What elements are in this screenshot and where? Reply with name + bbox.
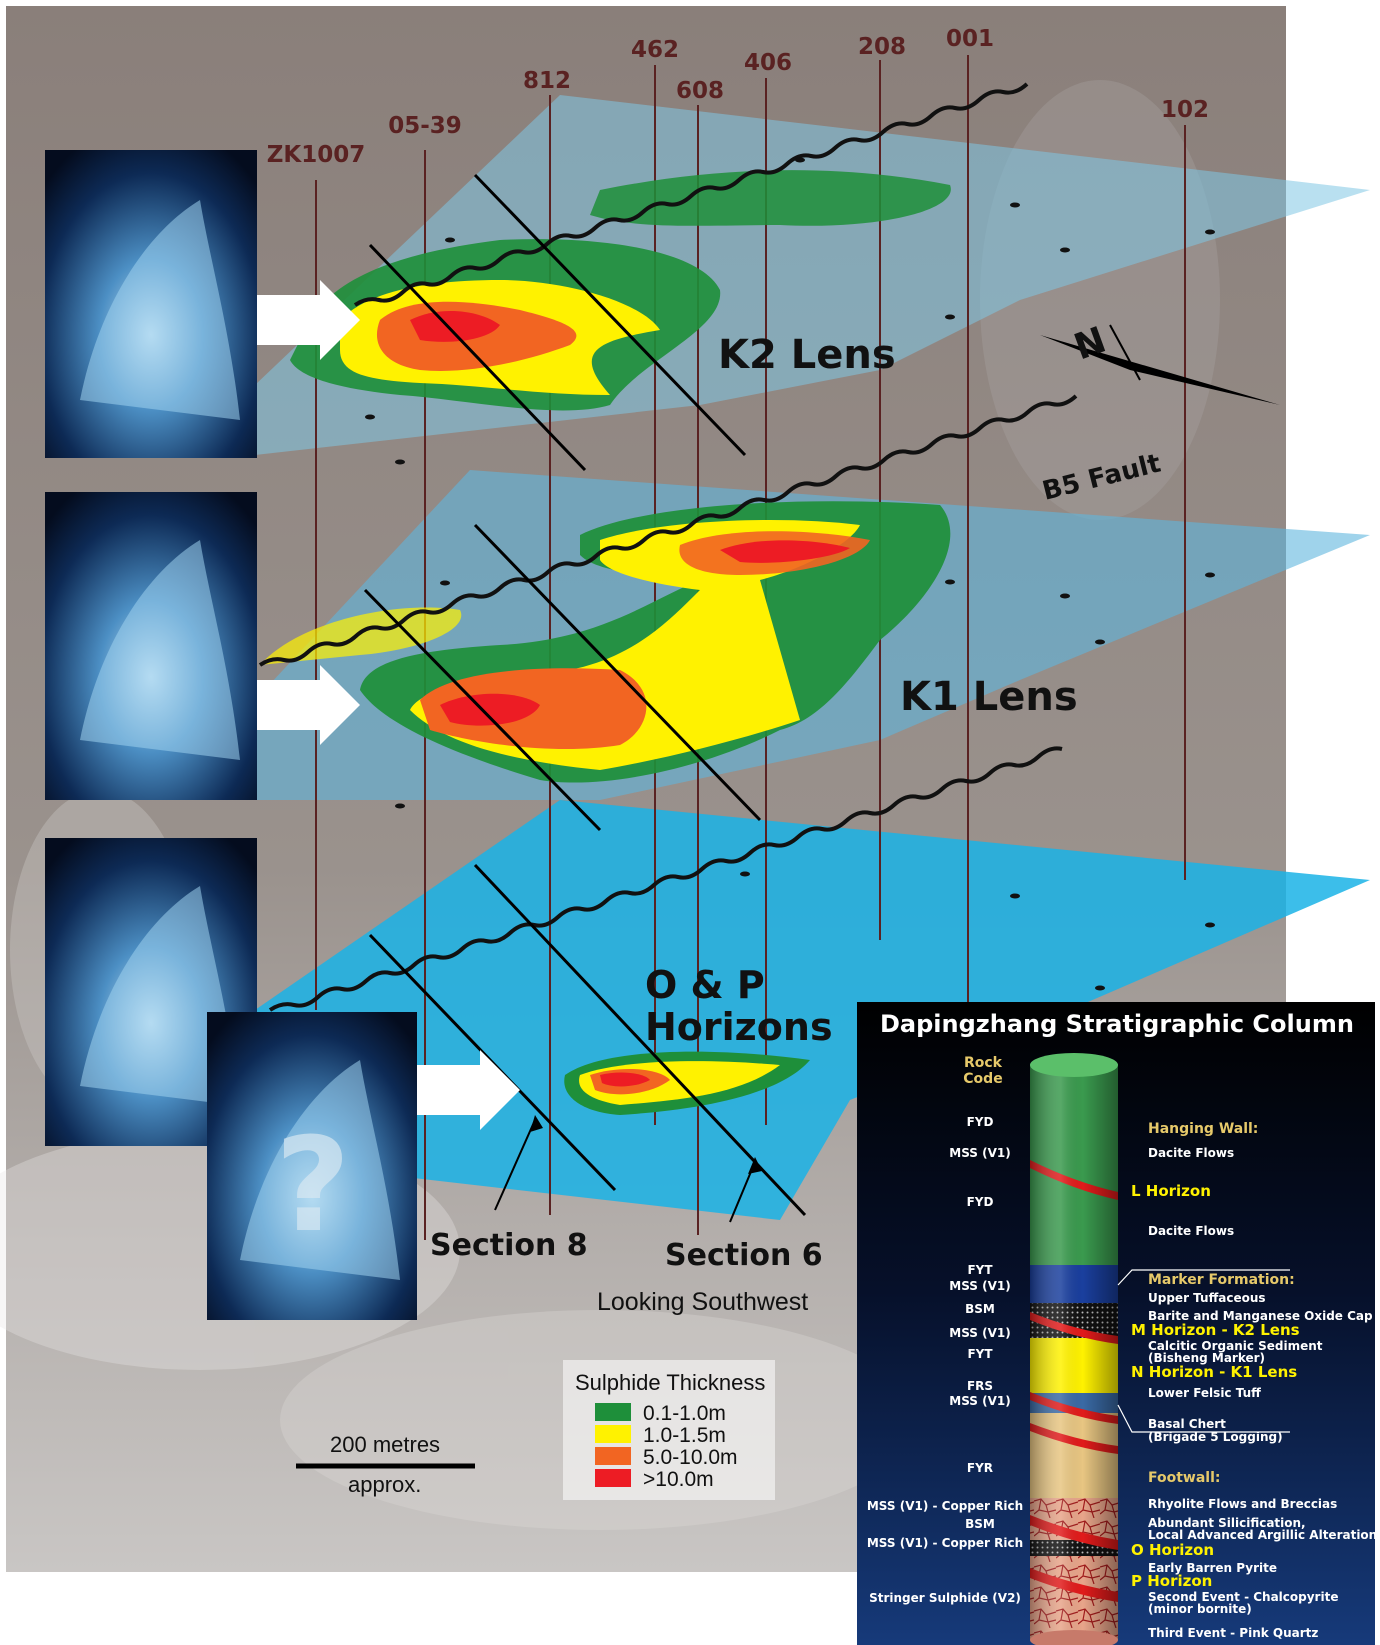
rock-code: MSS (V1) <box>949 1394 1010 1408</box>
unit-description: Dacite Flows <box>1148 1224 1234 1238</box>
rock-code: FYT <box>967 1347 993 1361</box>
m-horizon-label: M Horizon - K2 Lens <box>1131 1321 1300 1339</box>
section6-pointer-head <box>748 1157 762 1174</box>
vent-photo-k2 <box>45 150 257 458</box>
legend-swatch <box>595 1469 631 1487</box>
drillhole-label: 05-39 <box>388 113 462 139</box>
rock-code: FRS <box>967 1379 993 1393</box>
drillhole-label: 406 <box>744 50 792 76</box>
unit-description: Second Event - Chalcopyrite <box>1148 1590 1338 1604</box>
unit-description: Abundant Silicification, <box>1148 1516 1306 1530</box>
rock-code: MSS (V1) <box>949 1146 1010 1160</box>
n-horizon-label: N Horizon - K1 Lens <box>1131 1363 1297 1381</box>
k1-lens-label: K1 Lens <box>900 674 1078 720</box>
drillhole-label: 001 <box>946 26 994 52</box>
rock-code: FYT <box>967 1263 993 1277</box>
strat-column-panel: Dapingzhang Stratigraphic Column Rock Co… <box>857 1002 1377 1645</box>
rock-code: MSS (V1) - Copper Rich <box>867 1499 1023 1513</box>
o-horizon-label: O Horizon <box>1131 1541 1214 1559</box>
arrow-k2 <box>257 280 360 360</box>
rock-code-heading-line2: Code <box>963 1071 1002 1087</box>
drillhole-label: ZK1007 <box>267 142 366 168</box>
unit-description: Barite and Manganese Oxide Cap <box>1148 1309 1373 1323</box>
unit-description: Dacite Flows <box>1148 1146 1234 1160</box>
scale-bar-approx: approx. <box>348 1472 421 1497</box>
legend-item-label: 5.0-10.0m <box>643 1446 738 1469</box>
k1-ore-contours <box>260 501 951 783</box>
legend-swatch <box>595 1403 631 1421</box>
k2-ore-contours <box>290 170 951 411</box>
op-horizons-label-line2: Horizons <box>645 1005 833 1049</box>
scale-bar: 200 metres approx. <box>296 1432 475 1497</box>
drillhole-label: 812 <box>523 68 571 94</box>
unit-description: Basal Chert <box>1148 1417 1226 1431</box>
legend-title: Sulphide Thickness <box>575 1370 765 1395</box>
view-direction-label: Looking Southwest <box>597 1288 808 1316</box>
rock-code: Stringer Sulphide (V2) <box>869 1591 1021 1605</box>
unit-description: Rhyolite Flows and Breccias <box>1148 1497 1337 1511</box>
rock-code: BSM <box>965 1302 995 1316</box>
legend-item-label: >10.0m <box>643 1468 714 1491</box>
legend-swatch <box>595 1447 631 1465</box>
vent-photo-unknown: ? <box>207 1012 417 1320</box>
section6-label: Section 6 <box>665 1238 823 1273</box>
drillhole-label: 462 <box>631 37 679 63</box>
l-horizon-label: L Horizon <box>1131 1182 1211 1200</box>
section8-pointer <box>494 1119 536 1211</box>
strat-column-title: Dapingzhang Stratigraphic Column <box>880 1010 1354 1038</box>
rock-code: MSS (V1) <box>949 1326 1010 1340</box>
unit-description: Early Barren Pyrite <box>1148 1561 1277 1575</box>
section-lines <box>363 173 807 1217</box>
rock-code-list: FYD MSS (V1) FYD FYT MSS (V1) BSM MSS (V… <box>867 1115 1023 1605</box>
drillhole-label: 608 <box>676 78 724 104</box>
vent-photo-k1 <box>45 492 257 800</box>
rock-code: FYD <box>967 1115 994 1129</box>
arrow-k1 <box>257 665 360 745</box>
op-horizons-label-line1: O & P <box>645 963 765 1007</box>
footwall-heading: Footwall: <box>1148 1470 1221 1486</box>
legend-swatch <box>595 1425 631 1443</box>
drillhole-label: 102 <box>1161 97 1209 123</box>
legend-item-label: 0.1-1.0m <box>643 1402 726 1425</box>
unit-description: (minor bornite) <box>1148 1602 1252 1616</box>
op-plane <box>255 800 1370 1220</box>
unit-description: Third Event - Pink Quartz <box>1148 1626 1318 1640</box>
section8-label: Section 8 <box>430 1228 588 1263</box>
hanging-wall-heading: Hanging Wall: <box>1148 1121 1258 1137</box>
sulphide-legend: Sulphide Thickness 0.1-1.0m 1.0-1.5m 5.0… <box>563 1360 775 1500</box>
rock-code: FYR <box>967 1461 993 1475</box>
rock-code-heading-line1: Rock <box>964 1055 1003 1071</box>
legend-item-label: 1.0-1.5m <box>643 1424 726 1447</box>
scale-bar-distance: 200 metres <box>330 1432 440 1457</box>
unit-description: (Brigade 5 Logging) <box>1148 1430 1283 1444</box>
strat-unit-descriptions: Hanging Wall: Dacite Flows L Horizon Dac… <box>1131 1121 1377 1640</box>
marker-formation-heading: Marker Formation: <box>1148 1272 1295 1288</box>
arrow-op <box>417 1050 520 1130</box>
unit-description: Local Advanced Argillic Alteration <box>1148 1528 1377 1542</box>
rock-code: MSS (V1) - Copper Rich <box>867 1536 1023 1550</box>
rock-code: MSS (V1) <box>949 1279 1010 1293</box>
question-mark: ? <box>275 1109 350 1261</box>
b5-fault-traces <box>258 82 1078 1012</box>
drillhole-labels: ZK1007 05-39 812 462 608 406 208 001 102 <box>267 26 1209 168</box>
drillhole-pierce-points <box>365 157 1215 991</box>
p-horizon-label: P Horizon <box>1131 1572 1212 1590</box>
unit-description: (Bisheng Marker) <box>1148 1351 1265 1365</box>
k2-lens-label: K2 Lens <box>718 332 896 378</box>
unit-description: Lower Felsic Tuff <box>1148 1386 1261 1400</box>
rock-code: FYD <box>967 1195 994 1209</box>
section8-pointer-head <box>530 1115 543 1132</box>
rock-code: BSM <box>965 1517 995 1531</box>
unit-description: Upper Tuffaceous <box>1148 1291 1266 1305</box>
drillhole-label: 208 <box>858 34 906 60</box>
unit-description: Calcitic Organic Sediment <box>1148 1339 1323 1353</box>
